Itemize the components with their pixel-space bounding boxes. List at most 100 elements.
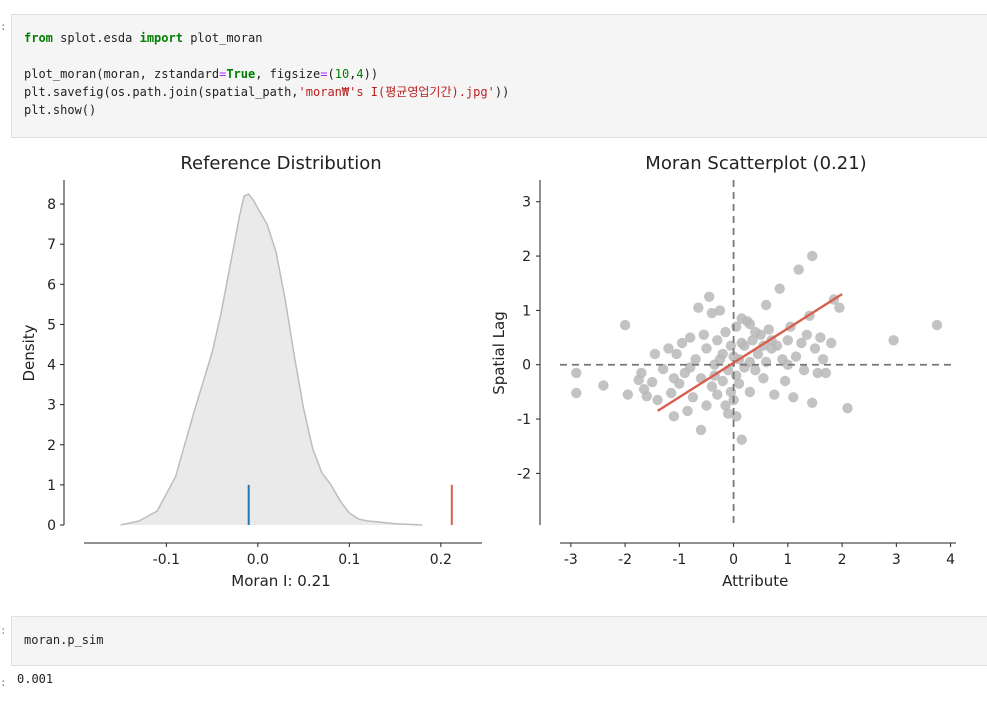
scatter-point (796, 337, 807, 349)
number-literal: 10 (334, 67, 350, 81)
code-text: , figsize (255, 67, 321, 81)
scatter-point (763, 324, 774, 335)
scatter-point (712, 335, 723, 346)
scatter-point (690, 354, 701, 365)
code-cell-p-sim[interactable]: moran.p_sim (11, 616, 987, 666)
scatter-point (793, 264, 804, 275)
cell-prompt-marker: : (0, 624, 7, 637)
y-tick-label: 2 (47, 438, 56, 454)
x-tick-label: 0 (729, 552, 738, 568)
scatter-point (733, 378, 745, 389)
scatter-point (717, 375, 728, 387)
code-text: ( (327, 67, 335, 81)
scatter-point (682, 405, 693, 417)
scatter-point (790, 351, 802, 362)
chart-title: Moran Scatterplot (0.21) (645, 153, 866, 174)
code-text: )) (363, 67, 379, 81)
cell-output-text: 0.001 (17, 672, 54, 686)
scatter-point (720, 326, 731, 338)
import-name: plot_moran (182, 31, 263, 45)
scatter-point (779, 375, 791, 387)
scatter-point (693, 302, 704, 313)
scatter-point (723, 408, 734, 419)
code-cell-plot-moran[interactable]: from splot.esda import plot_moran plot_m… (11, 14, 987, 138)
chart-title: Reference Distribution (180, 153, 381, 174)
y-tick-label: 1 (47, 478, 56, 494)
scatter-point (636, 367, 647, 379)
scatter-point (598, 380, 609, 391)
x-tick-label: 0.0 (247, 552, 269, 568)
y-tick-label: 8 (47, 197, 56, 213)
y-tick-label: 6 (47, 277, 56, 293)
scatter-point (695, 424, 707, 436)
scatter-point (798, 365, 810, 376)
scatter-point (619, 319, 631, 331)
string-literal: 'moran₩'s I(평균영업기간).jpg' (298, 85, 495, 99)
scatter-point (801, 329, 812, 340)
module-name: splot.esda (52, 31, 140, 45)
figure-output: 0 1 2 3 4 5 6 7 8 -0.1 0.0 0.1 0.2 Reference Distribu… (20, 153, 956, 590)
code-editor[interactable]: from splot.esda import plot_moran plot_m… (24, 29, 509, 119)
scatter-point (782, 335, 793, 346)
x-tick-label: 0.2 (430, 552, 452, 568)
keyword-from: from (24, 31, 53, 45)
scatter-point (622, 389, 633, 400)
scatter-point (731, 411, 742, 422)
x-tick-label: 2 (838, 552, 847, 568)
scatter-point (698, 329, 709, 340)
scatter-point (736, 337, 747, 349)
scatter-point (826, 337, 837, 349)
x-tick-label: -0.1 (153, 552, 180, 568)
scatter-point (807, 250, 818, 262)
scatter-point (657, 363, 669, 375)
scatter-point (571, 367, 582, 379)
y-tick-label: 3 (47, 398, 56, 414)
scatter-point (671, 348, 682, 360)
scatter-point (736, 434, 747, 445)
y-tick-label: 7 (47, 237, 56, 253)
regression-line (657, 293, 843, 412)
y-tick-label: 0 (47, 518, 56, 534)
keyword-import: import (139, 31, 183, 45)
scatter-point (820, 367, 831, 379)
scatter-point (685, 332, 696, 343)
scatter-point (774, 283, 785, 294)
scatter-point (931, 319, 943, 331)
scatter-point (788, 392, 799, 403)
scatter-point (782, 359, 793, 370)
code-text: plt.savefig(os.path.join(spatial_path, (24, 85, 299, 99)
y-axis-label: Density (20, 324, 38, 381)
scatter-point (706, 381, 718, 392)
scatter-point (812, 367, 823, 379)
scatter-point (744, 318, 756, 330)
y-tick-label: 0 (522, 358, 531, 374)
y-tick-label: 2 (522, 249, 531, 265)
y-tick-label: 1 (522, 303, 531, 319)
scatter-point (752, 348, 764, 360)
code-editor[interactable]: moran.p_sim (24, 631, 103, 649)
scatter-point (652, 394, 663, 406)
code-text: plt.show() (24, 103, 97, 117)
scatter-point (760, 299, 772, 311)
x-tick-label: 1 (783, 552, 792, 568)
scatter-point (834, 302, 845, 313)
scatter-point (649, 348, 661, 360)
y-tick-label: 5 (47, 317, 56, 333)
y-tick-label: -2 (517, 466, 531, 482)
scatter-point (750, 365, 761, 376)
scatter-point (760, 356, 772, 368)
scatter-point (888, 335, 899, 346)
scatter-point (720, 400, 731, 411)
scatter-point (666, 387, 677, 399)
kde-area (120, 194, 423, 525)
scatter-point (706, 307, 718, 319)
scatter-point (815, 332, 826, 343)
y-tick-label: -1 (517, 412, 531, 428)
scatter-point (701, 400, 712, 411)
code-text: moran.p_sim (24, 633, 104, 647)
x-tick-label: -2 (618, 552, 632, 568)
scatter-point (712, 389, 723, 400)
output-prompt-marker: : (0, 676, 7, 689)
scatter-point (668, 411, 680, 422)
scatter-point (817, 354, 829, 365)
